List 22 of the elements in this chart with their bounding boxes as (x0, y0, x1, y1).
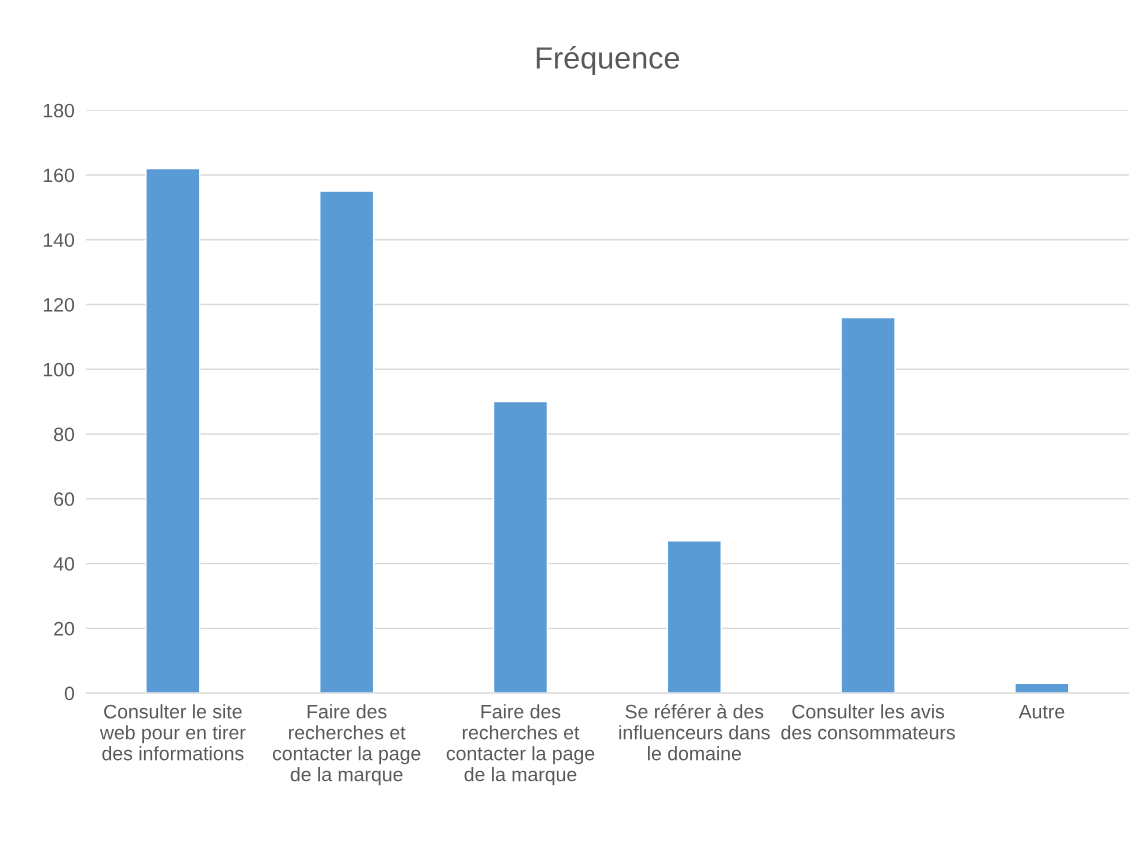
x-tick-label: Consulter les avis des consommateurs (781, 704, 955, 740)
bar (840, 316, 896, 694)
chart-title: Fréquence (536, 46, 680, 75)
x-tick-label: Faire des recherches et contacter la page de la marque (446, 704, 595, 786)
x-tick-label: Faire des recherches et contacter la page de la marque (272, 704, 421, 786)
y-tick-label: 80 (54, 427, 75, 442)
bar (319, 190, 375, 694)
bar (492, 400, 549, 694)
y-tick-label: 140 (43, 233, 75, 247)
y-tick-label: 120 (43, 297, 75, 312)
x-tick-label: Se référer à des influenceurs dans le domaine (619, 703, 770, 761)
y-tick-label: 160 (43, 168, 75, 183)
y-tick-label: 60 (54, 492, 75, 507)
y-tick-label: 20 (54, 621, 75, 636)
bar (145, 167, 201, 694)
y-tick-label: 0 (64, 686, 75, 701)
y-tick-label: 40 (53, 557, 75, 571)
x-tick-label: Consulter le site web pour en tirer des informations (99, 704, 246, 761)
x-tick-label: Autre (1018, 704, 1065, 719)
y-tick-label: 180 (43, 103, 75, 118)
y-tick-label: 100 (43, 362, 75, 377)
bar (666, 540, 722, 694)
